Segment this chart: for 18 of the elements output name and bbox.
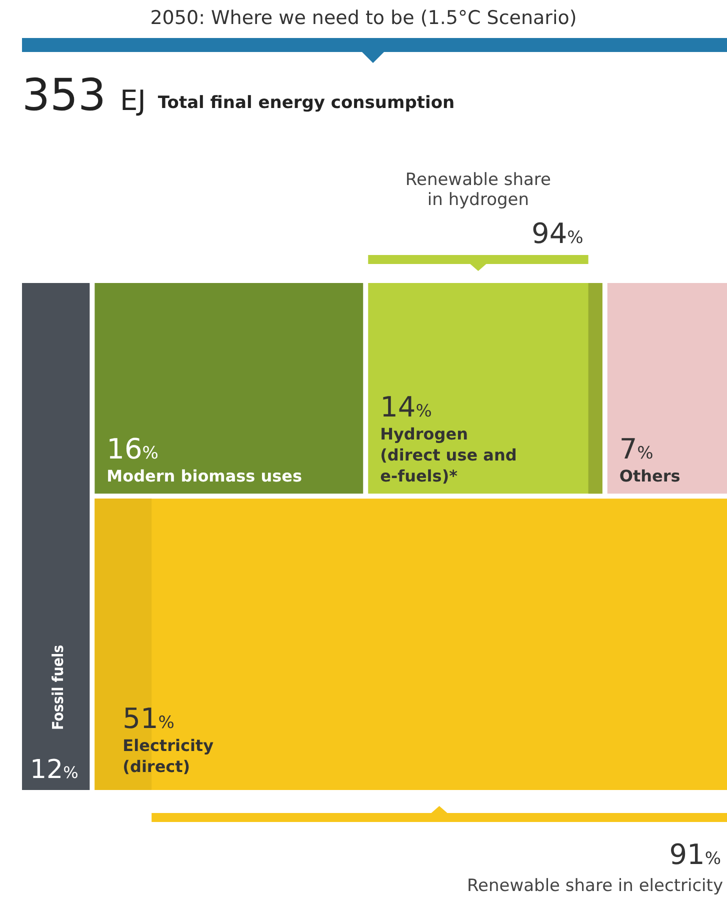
text: Total final energy consumption (158, 93, 455, 113)
data-label: 12% (30, 755, 78, 785)
text: 91% (669, 838, 722, 871)
category-label: Electricity (direct) (122, 736, 214, 776)
text: 94% (532, 217, 584, 250)
data-label: 51% (122, 702, 174, 735)
category-label: Modern biomass uses (106, 466, 302, 486)
category-label: Others (619, 466, 680, 486)
category-label: Fossil fuels (48, 644, 67, 730)
text: 2050: Where we need to be (1.5°C Scenario) (150, 7, 577, 29)
category-label: Hydrogen (direct use and e-fuels)* (380, 424, 517, 486)
data-label: 7% (619, 432, 654, 466)
text: 353 EJ (22, 70, 146, 121)
text: Renewable share in electricity (466, 876, 723, 896)
data-label: 16% (106, 432, 158, 466)
data-label: 14% (380, 390, 432, 424)
text: in hydrogen (427, 190, 530, 210)
text: Renewable share (405, 170, 551, 190)
